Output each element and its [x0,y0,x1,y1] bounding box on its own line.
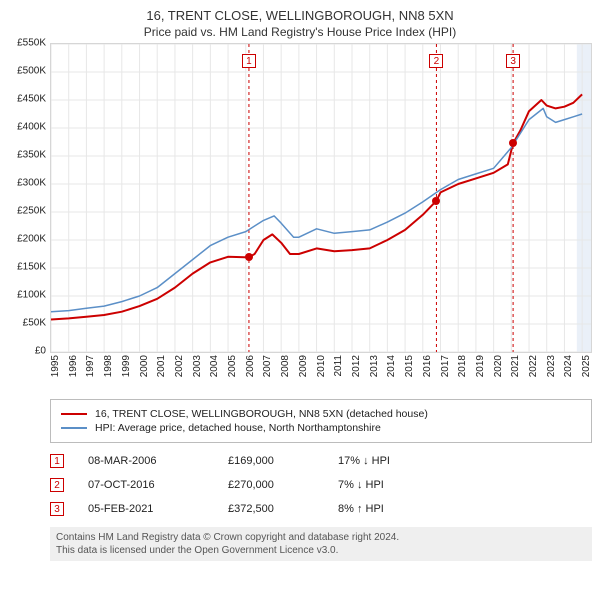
sale-price: £270,000 [228,479,338,491]
title-address: 16, TRENT CLOSE, WELLINGBOROUGH, NN8 5XN [8,8,592,23]
y-tick-label: £550K [17,38,46,49]
legend-box: 16, TRENT CLOSE, WELLINGBOROUGH, NN8 5XN… [50,399,592,443]
x-tick-label: 1995 [50,355,61,377]
sale-date: 07-OCT-2016 [88,479,228,491]
y-tick-label: £300K [17,178,46,189]
legend-row: HPI: Average price, detached house, Nort… [61,422,581,434]
y-tick-label: £100K [17,290,46,301]
legend-swatch [61,413,87,415]
legend-label: 16, TRENT CLOSE, WELLINGBOROUGH, NN8 5XN… [95,408,428,420]
sale-diff: 7% ↓ HPI [338,479,458,491]
sale-price: £169,000 [228,455,338,467]
x-tick-label: 2020 [493,355,504,377]
x-tick-label: 2021 [510,355,521,377]
x-tick-label: 2010 [316,355,327,377]
sale-marker-box: 3 [50,502,64,516]
x-tick-label: 2025 [581,355,592,377]
x-axis: 1995 1996 1997 1998 1999 2000 2001 2002 2003 2004… [50,355,592,395]
sale-diff: 17% ↓ HPI [338,455,458,467]
y-tick-label: £500K [17,66,46,77]
sale-date: 05-FEB-2021 [88,503,228,515]
y-tick-label: £0 [35,346,46,357]
chart-container: 16, TRENT CLOSE, WELLINGBOROUGH, NN8 5XN… [0,0,600,565]
x-tick-label: 1999 [121,355,132,377]
y-tick-label: £200K [17,234,46,245]
plot-region: 1 2 3 [50,43,592,353]
footer-line1: Contains HM Land Registry data © Crown c… [56,531,586,544]
sale-date: 08-MAR-2006 [88,455,228,467]
chart-area: £0 £50K £100K £150K £200K £250K £300K £350K £400… [8,43,592,393]
x-tick-label: 2017 [440,355,451,377]
x-tick-label: 2013 [369,355,380,377]
x-tick-label: 2005 [227,355,238,377]
x-tick-label: 2004 [209,355,220,377]
sale-marker-flag: 1 [242,54,256,68]
y-tick-label: £150K [17,262,46,273]
sale-row: 2 07-OCT-2016£270,0007% ↓ HPI [50,473,592,497]
x-tick-label: 2022 [528,355,539,377]
x-tick-label: 1998 [103,355,114,377]
x-tick-label: 2012 [351,355,362,377]
sale-marker-flag: 3 [506,54,520,68]
x-tick-label: 2002 [174,355,185,377]
y-tick-label: £250K [17,206,46,217]
title-block: 16, TRENT CLOSE, WELLINGBOROUGH, NN8 5XN… [8,8,592,39]
sale-dot [509,139,517,147]
footer-attribution: Contains HM Land Registry data © Crown c… [50,527,592,561]
x-tick-label: 2016 [422,355,433,377]
x-tick-label: 2023 [546,355,557,377]
sale-marker-flag: 2 [429,54,443,68]
x-tick-label: 1997 [85,355,96,377]
x-tick-label: 2003 [192,355,203,377]
y-axis: £0£50K£100K£150K£200K£250K£300K£350K£400… [8,43,50,353]
sale-dot [432,197,440,205]
legend-row: 16, TRENT CLOSE, WELLINGBOROUGH, NN8 5XN… [61,408,581,420]
title-subtitle: Price paid vs. HM Land Registry's House … [8,25,592,39]
x-tick-label: 2024 [563,355,574,377]
x-tick-label: 2019 [475,355,486,377]
sale-row: 1 08-MAR-2006£169,00017% ↓ HPI [50,449,592,473]
x-tick-label: 2008 [280,355,291,377]
x-tick-label: 2014 [386,355,397,377]
y-tick-label: £350K [17,150,46,161]
y-tick-label: £450K [17,94,46,105]
legend-label: HPI: Average price, detached house, Nort… [95,422,381,434]
sale-dot [245,253,253,261]
x-tick-label: 2006 [245,355,256,377]
x-tick-label: 2015 [404,355,415,377]
sale-diff: 8% ↑ HPI [338,503,458,515]
x-tick-label: 2009 [298,355,309,377]
x-tick-label: 2018 [457,355,468,377]
x-tick-label: 2011 [333,355,344,377]
x-tick-label: 2007 [262,355,273,377]
chart-svg [51,44,591,352]
sale-marker-box: 1 [50,454,64,468]
y-tick-label: £400K [17,122,46,133]
x-tick-label: 2001 [156,355,167,377]
y-tick-label: £50K [23,318,46,329]
x-tick-label: 2000 [139,355,150,377]
sale-marker-box: 2 [50,478,64,492]
sale-price: £372,500 [228,503,338,515]
footer-line2: This data is licensed under the Open Gov… [56,544,586,557]
sale-row: 3 05-FEB-2021£372,5008% ↑ HPI [50,497,592,521]
legend-swatch [61,427,87,429]
sales-table: 1 08-MAR-2006£169,00017% ↓ HPI 2 07-OCT-201… [50,449,592,521]
x-tick-label: 1996 [68,355,79,377]
